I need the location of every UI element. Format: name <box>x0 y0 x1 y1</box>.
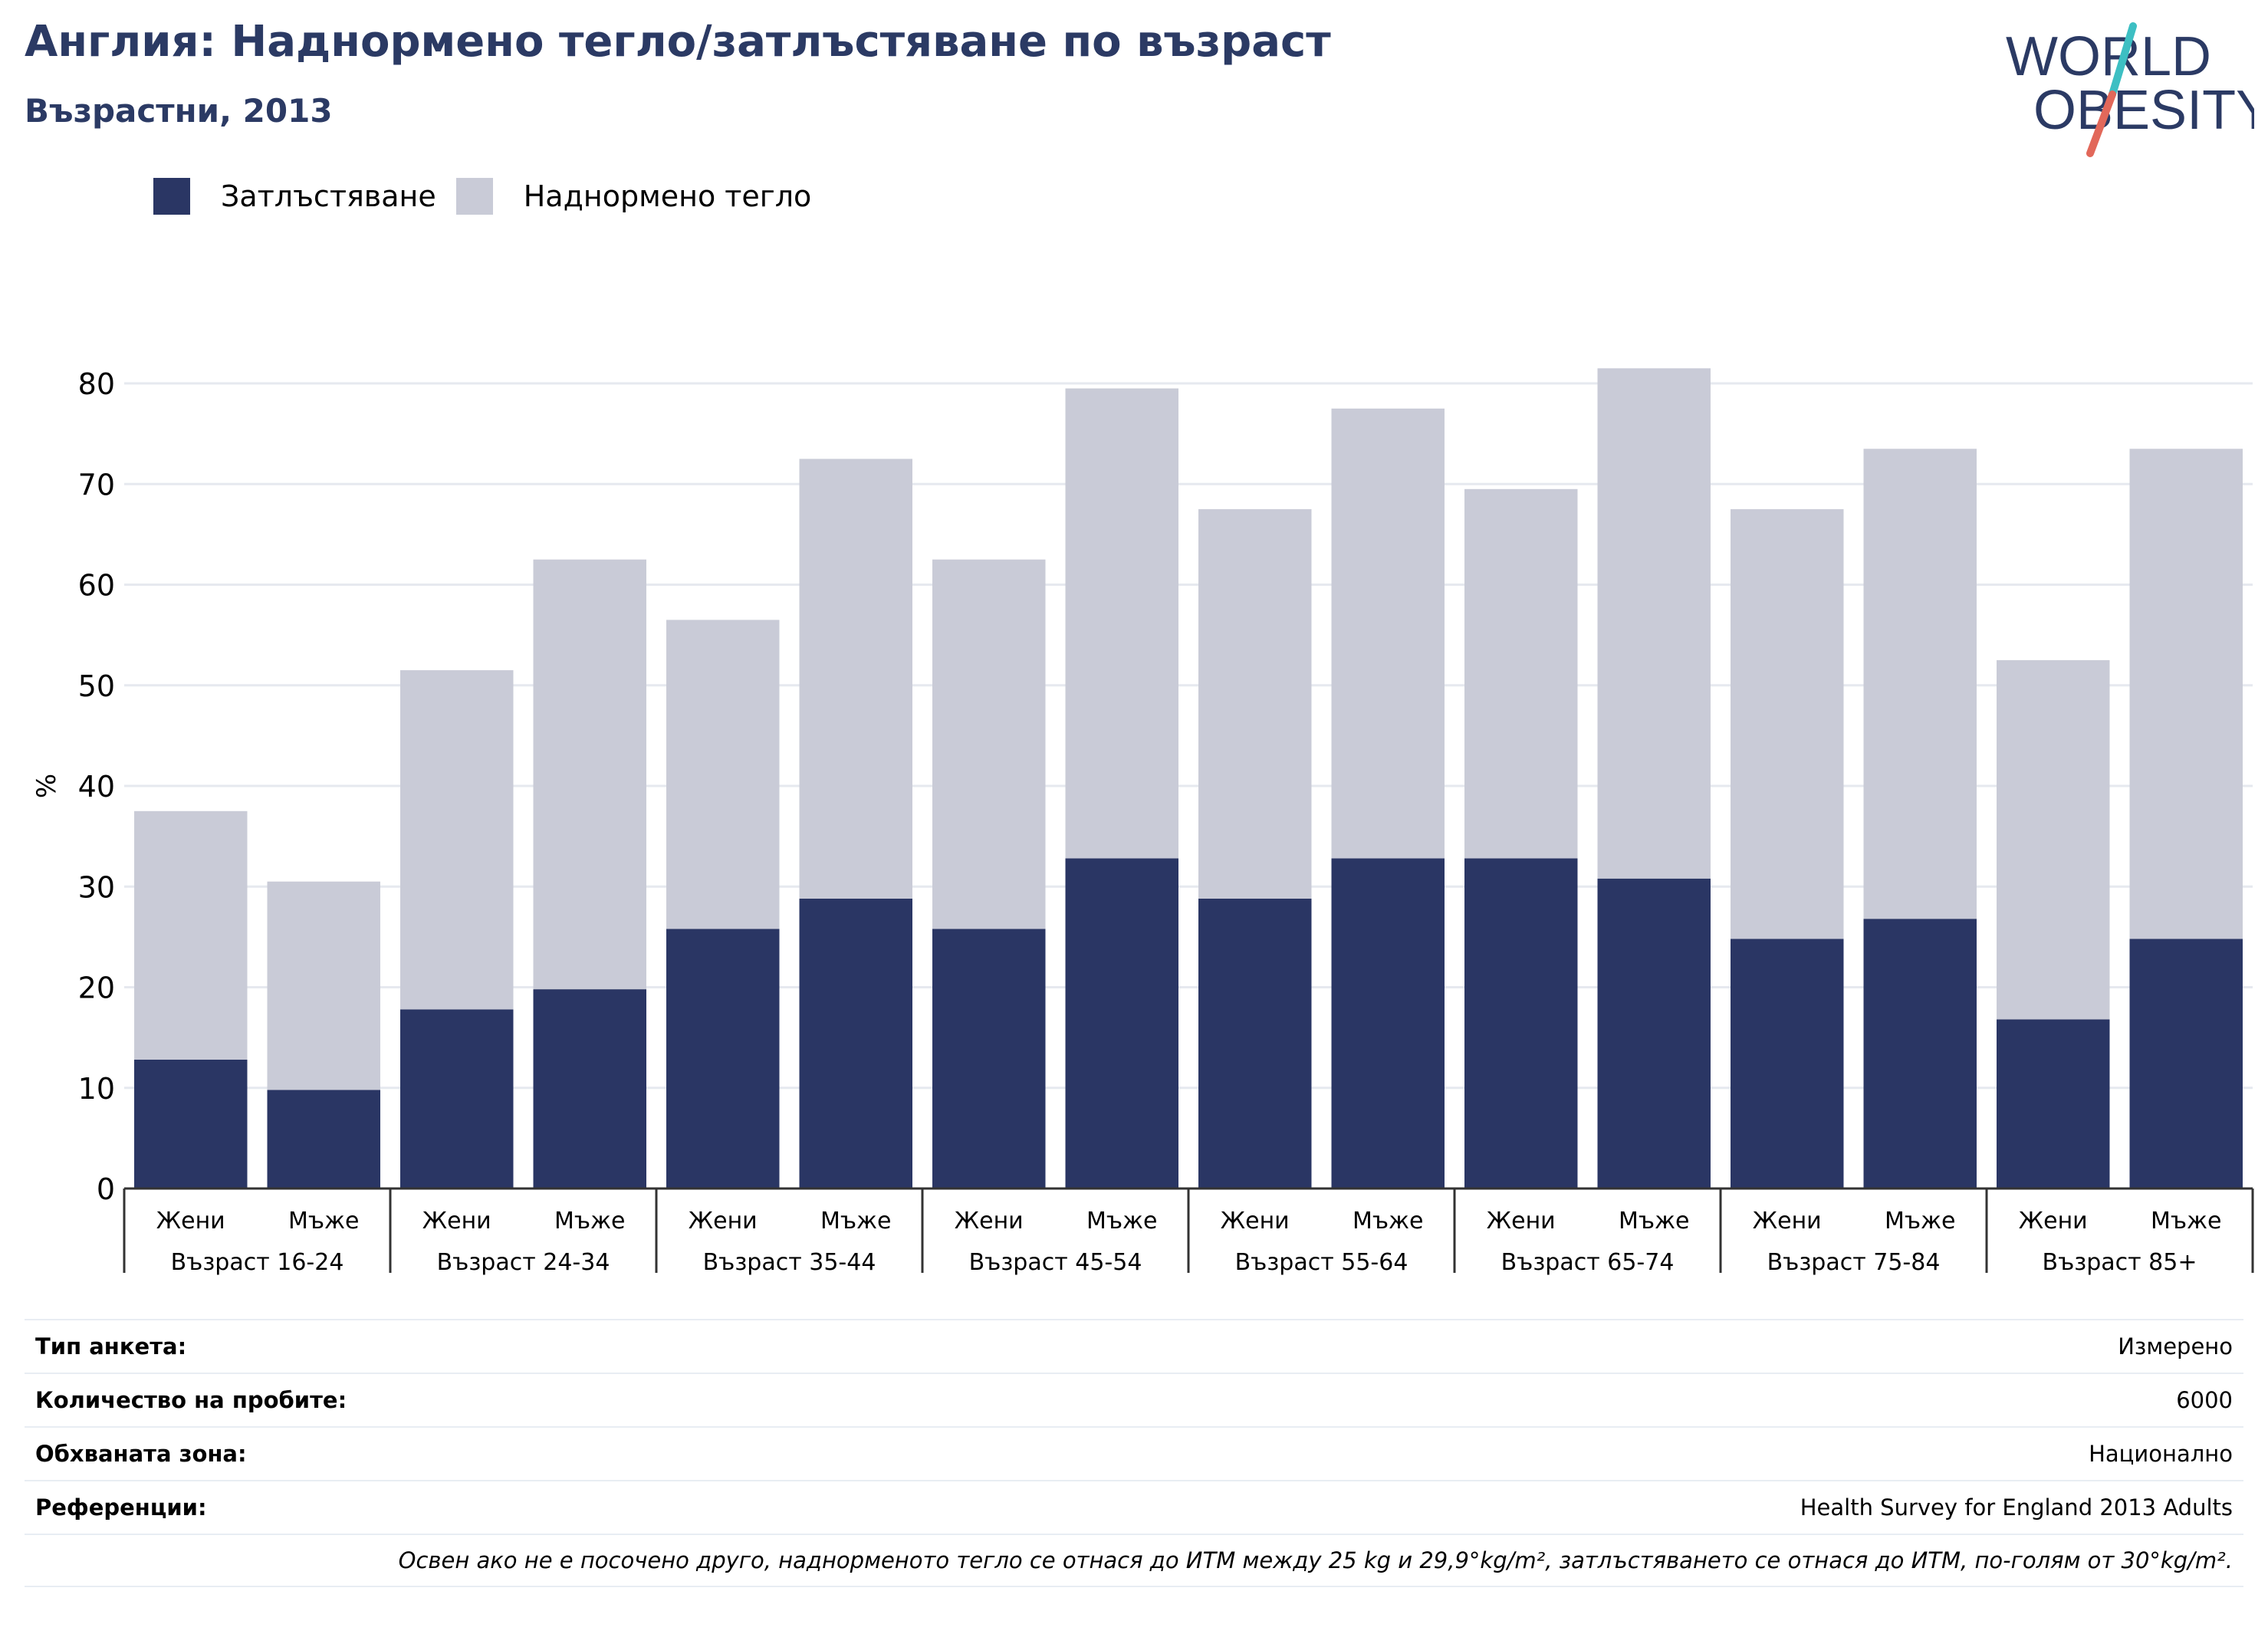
bar-overweight <box>1863 449 1977 919</box>
info-key: Референции: <box>35 1494 207 1521</box>
bar-overweight <box>1597 368 1711 879</box>
logo-slash-bottom <box>2086 90 2116 157</box>
world-obesity-logo: WORLD OBESITY <box>2006 22 2254 157</box>
x-subcategory-label: Жени <box>1487 1208 1556 1235</box>
bar-obesity <box>267 1090 380 1189</box>
bar-obesity <box>932 929 1046 1189</box>
legend-swatch-obesity <box>153 178 190 215</box>
x-group-label: Възраст 16-24 <box>171 1249 344 1276</box>
x-subcategory-label: Жени <box>1221 1208 1290 1235</box>
y-tick-label: 50 <box>78 669 115 703</box>
x-group-label: Възраст 85+ <box>2043 1249 2197 1276</box>
logo-text-obesity: OBESITY <box>2033 80 2254 141</box>
info-key: Количество на пробите: <box>35 1387 347 1413</box>
bar-overweight <box>267 881 380 1090</box>
bar-overweight <box>1731 509 1844 939</box>
bar-obesity <box>1997 1019 2110 1189</box>
bar-overweight <box>533 559 646 990</box>
x-subcategory-label: Жени <box>2019 1208 2088 1235</box>
x-group-label: Възраст 55-64 <box>1235 1249 1408 1276</box>
survey-info-table: Тип анкета: Измерено Количество на проби… <box>25 1319 2243 1587</box>
bar-overweight <box>1065 388 1178 859</box>
bar-overweight <box>1997 659 2110 1020</box>
logo-slash-top <box>2109 22 2137 98</box>
x-subcategory-label: Мъже <box>2151 1208 2222 1235</box>
bar-overweight <box>134 810 248 1060</box>
x-subcategory-label: Жени <box>422 1208 491 1235</box>
x-group-label: Възраст 24-34 <box>437 1249 610 1276</box>
y-tick-label: 80 <box>78 367 115 401</box>
x-subcategory-label: Жени <box>156 1208 225 1235</box>
legend-swatch-overweight <box>455 178 493 215</box>
info-row-references: Референции: Health Survey for England 20… <box>25 1480 2243 1534</box>
x-subcategory-label: Мъже <box>1619 1208 1690 1235</box>
info-row-note: Освен ако не е посочено друго, наднормен… <box>25 1534 2243 1587</box>
logo-text-world: WORLD <box>2006 26 2211 87</box>
legend-label-obesity: Затлъстяване <box>221 179 436 213</box>
x-subcategory-label: Мъже <box>1885 1208 1956 1235</box>
legend-label-overweight: Наднормено тегло <box>523 179 812 213</box>
definition-note: Освен ако не е посочено друго, наднормен… <box>398 1547 2233 1573</box>
x-group-label: Възраст 45-54 <box>969 1249 1142 1276</box>
bar-obesity <box>1731 939 1844 1189</box>
info-value: Health Survey for England 2013 Adults <box>1800 1494 2233 1521</box>
x-subcategory-label: Мъже <box>820 1208 892 1235</box>
x-subcategory-label: Мъже <box>1086 1208 1158 1235</box>
info-key: Тип анкета: <box>35 1333 187 1359</box>
bar-obesity <box>533 989 646 1189</box>
bar-obesity <box>400 1009 514 1189</box>
y-tick-label: 0 <box>97 1172 115 1206</box>
chart-legend: Затлъстяване Наднормено тегло <box>153 175 831 218</box>
info-value: Национално <box>2089 1441 2233 1467</box>
bar-obesity <box>134 1060 248 1189</box>
bar-overweight <box>666 620 780 929</box>
bar-obesity <box>666 929 780 1189</box>
bar-obesity <box>1331 858 1445 1189</box>
info-row-survey-type: Тип анкета: Измерено <box>25 1319 2243 1373</box>
info-value: 6000 <box>2176 1387 2233 1413</box>
y-tick-label: 60 <box>78 569 115 603</box>
y-tick-label: 70 <box>78 468 115 501</box>
info-row-coverage: Обхваната зона: Национално <box>25 1426 2243 1480</box>
x-subcategory-label: Мъже <box>288 1208 360 1235</box>
bar-overweight <box>1331 408 1445 859</box>
bar-overweight <box>799 459 912 899</box>
x-group-label: Възраст 35-44 <box>703 1249 876 1276</box>
x-subcategory-label: Жени <box>955 1208 1024 1235</box>
y-tick-label: 10 <box>78 1072 115 1106</box>
x-subcategory-label: Жени <box>689 1208 758 1235</box>
y-tick-label: 30 <box>78 870 115 904</box>
bar-obesity <box>1464 858 1578 1189</box>
y-axis-label: % <box>31 774 62 798</box>
info-value: Измерено <box>2118 1333 2233 1359</box>
y-tick-label: 40 <box>78 770 115 804</box>
bar-overweight <box>400 670 514 1010</box>
bar-obesity <box>1863 919 1977 1189</box>
chart-title: Англия: Наднормено тегло/затлъстяване по… <box>25 17 1331 67</box>
bar-obesity <box>1065 858 1178 1189</box>
bar-overweight <box>1198 509 1312 899</box>
bar-overweight <box>932 559 1046 929</box>
x-subcategory-label: Жени <box>1753 1208 1822 1235</box>
bar-obesity <box>1198 899 1312 1189</box>
chart-subtitle: Възрастни, 2013 <box>25 92 333 130</box>
stacked-bar-chart: 0 10 20 30 40 50 60 70 80% Жени Мъже Жени Мъже Жени Мъ… <box>31 367 2254 1276</box>
info-key: Обхваната зона: <box>35 1441 247 1467</box>
bar-overweight <box>2129 449 2243 939</box>
x-group-label: Възраст 75-84 <box>1767 1249 1941 1276</box>
bar-overweight <box>1464 488 1578 859</box>
bar-obesity <box>2129 939 2243 1189</box>
x-subcategory-label: Мъже <box>554 1208 626 1235</box>
y-tick-label: 20 <box>78 972 115 1005</box>
x-subcategory-label: Мъже <box>1353 1208 1424 1235</box>
bar-obesity <box>1597 878 1711 1189</box>
bar-obesity <box>799 899 912 1189</box>
info-row-sample-size: Количество на пробите: 6000 <box>25 1373 2243 1426</box>
x-group-label: Възраст 65-74 <box>1501 1249 1675 1276</box>
